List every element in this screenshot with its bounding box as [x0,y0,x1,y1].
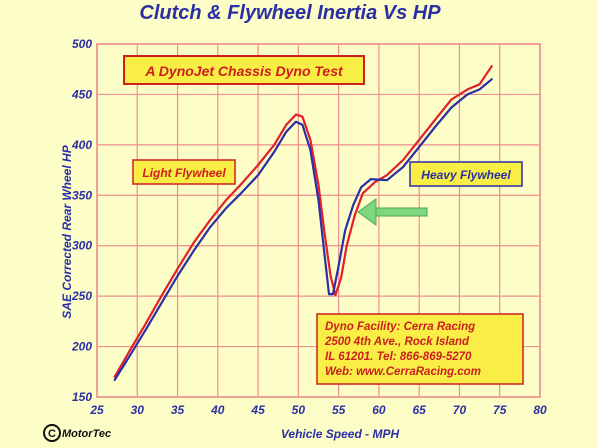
test-box-frame [123,55,365,85]
heavy-flywheel-label: Heavy Flywheel [409,161,523,187]
x-tick-label: 35 [171,403,185,417]
x-tick-labels: 25 30 35 40 45 50 55 60 65 70 75 80 [89,403,547,417]
x-tick-label: 30 [131,403,145,417]
y-tick-label: 200 [71,340,92,354]
svg-text:C: C [48,428,56,440]
x-axis-label: Vehicle Speed - MPH [281,427,400,441]
x-tick-label: 40 [210,403,225,417]
light-label-frame [132,159,236,185]
series-line-heavy-flywheel [113,78,493,381]
plot-frame [96,43,541,398]
y-tick-label: 250 [71,289,92,303]
heavy-label-text: Heavy Flywheel [421,168,511,182]
info-line-4: Web: www.CerraRacing.com [325,366,481,378]
x-tick-label: 70 [453,403,467,417]
light-label-text: Light Flywheel [142,166,226,180]
test-box-text: A DynoJet Chassis Dyno Test [144,63,344,79]
heavy-label-frame [409,161,523,187]
info-line-3: IL 61201. Tel: 866-869-5270 [325,351,472,363]
y-tick-labels: 150 200 250 300 350 400 450 500 [71,37,92,404]
info-line-2: 2500 4th Ave., Rock Island [324,336,470,348]
y-tick-label: 300 [72,239,92,253]
x-tick-label: 45 [250,403,265,417]
logo-text: MotorTec [62,428,111,440]
x-tick-label: 55 [332,403,346,417]
light-flywheel-label: Light Flywheel [132,159,236,185]
x-tick-label: 25 [89,403,104,417]
x-tick-label: 65 [413,403,427,417]
x-tick-label: 80 [533,403,547,417]
y-tick-label: 500 [72,37,92,51]
series-line-light-flywheel [113,65,493,378]
y-tick-label: 400 [71,138,92,152]
y-tick-label: 150 [72,390,92,404]
chart-title: Clutch & Flywheel Inertia Vs HP [139,2,441,24]
info-box-frame [316,313,524,385]
series-lines [113,65,493,381]
x-tick-label: 60 [372,403,386,417]
x-tick-label: 75 [493,403,507,417]
test-box: A DynoJet Chassis Dyno Test [123,55,365,85]
x-tick-label: 50 [292,403,306,417]
copyright-icon [43,424,61,442]
y-tick-label: 350 [72,188,92,202]
info-line-1: Dyno Facility: Cerra Racing [325,321,475,333]
y-axis-label: SAE Corrected Rear Wheel HP [60,144,74,318]
y-tick-label: 450 [71,87,92,101]
arrow-icon [357,198,428,226]
motortec-logo: C MotorTec [43,424,111,442]
info-box: Dyno Facility: Cerra Racing 2500 4th Ave… [316,313,524,385]
